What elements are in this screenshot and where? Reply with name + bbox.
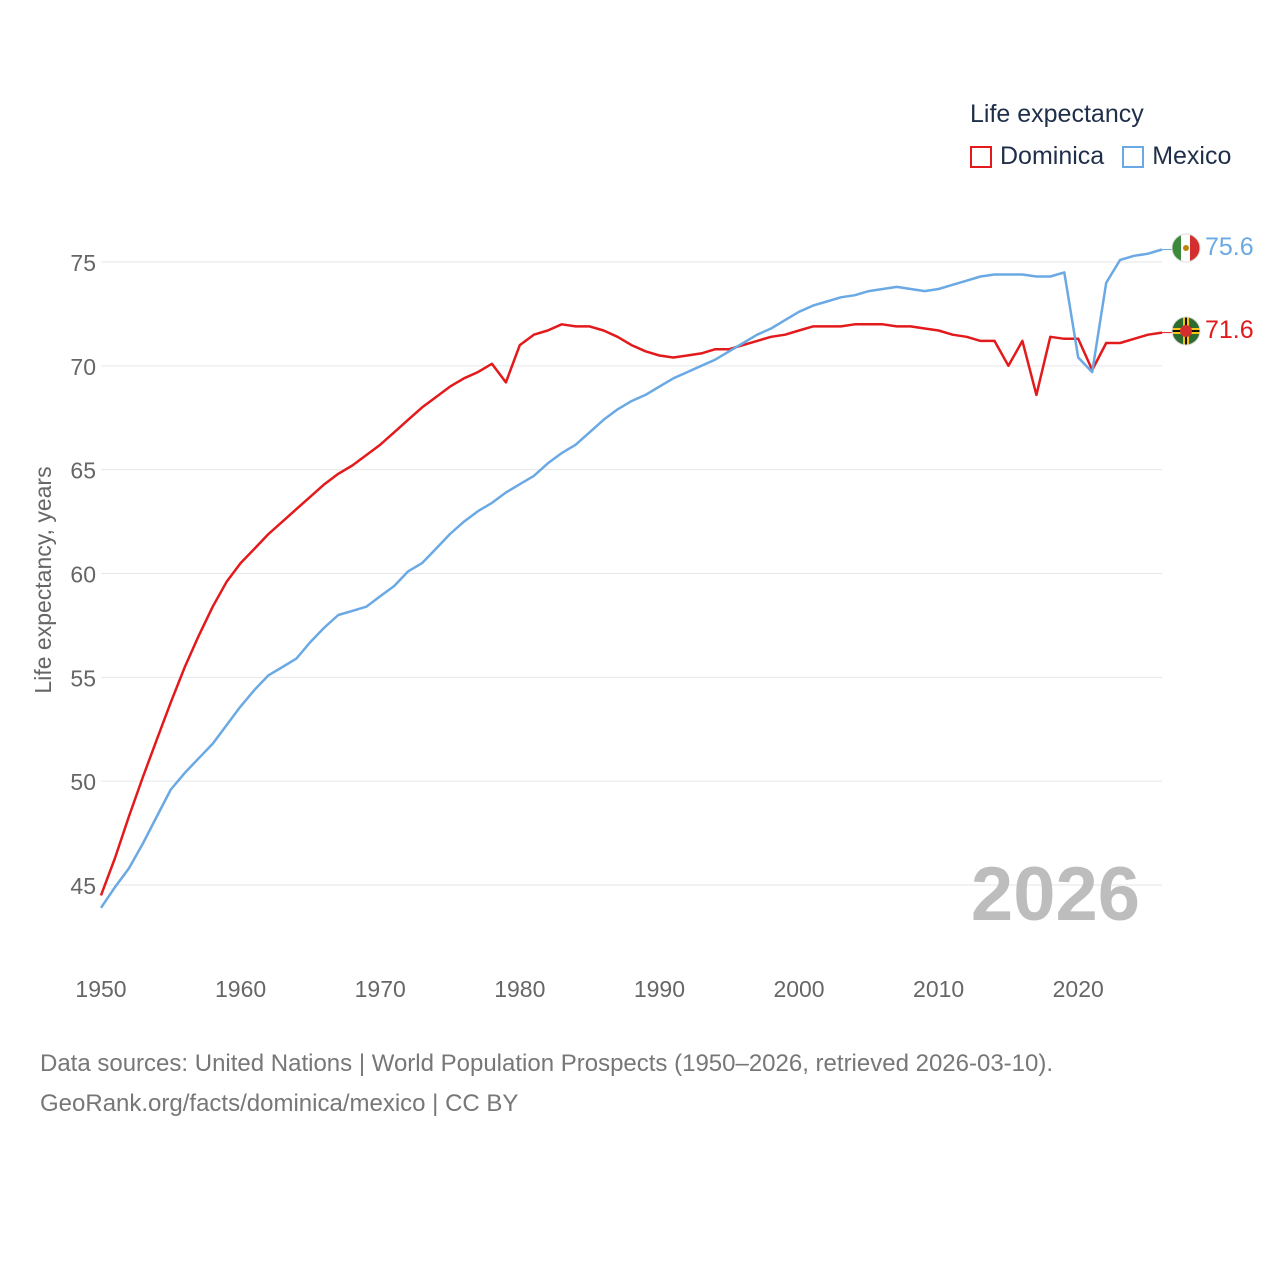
legend-swatch-dominica [970, 145, 992, 168]
y-axis-label: Life expectancy, years [30, 466, 56, 693]
x-tick-label: 2000 [773, 976, 824, 1002]
legend-label-dominica: Dominica [1000, 142, 1105, 170]
dominica-end-label: 71.6 [1205, 316, 1254, 344]
y-tick-label: 75 [70, 250, 96, 276]
y-tick-label: 65 [70, 458, 96, 484]
mexico-flag-icon [1172, 234, 1200, 262]
mexico-end-label: 75.6 [1205, 233, 1254, 261]
y-axis-ticks: 45 50 55 60 65 70 75 [70, 250, 96, 899]
legend-item-mexico[interactable]: Mexico [1122, 142, 1231, 171]
x-tick-label: 2010 [913, 976, 964, 1002]
legend-label-mexico: Mexico [1152, 142, 1232, 170]
x-tick-label: 1960 [215, 976, 266, 1002]
x-tick-label: 1950 [75, 976, 126, 1002]
x-tick-label: 1990 [634, 976, 685, 1002]
y-tick-label: 60 [70, 562, 96, 588]
dominica-flag-icon [1172, 317, 1200, 345]
x-tick-label: 2020 [1053, 976, 1104, 1002]
y-tick-label: 50 [70, 769, 96, 795]
series-layer [99, 248, 1172, 909]
footer-sources: Data sources: United Nations | World Pop… [40, 1050, 1054, 1077]
y-tick-label: 55 [70, 665, 96, 691]
y-tick-label: 70 [70, 354, 96, 380]
x-tick-label: 1980 [494, 976, 545, 1002]
footer-credit: GeoRank.org/facts/dominica/mexico | CC B… [40, 1090, 519, 1117]
gridlines [101, 261, 1162, 886]
legend-title: Life expectancy [970, 100, 1144, 128]
series-line-mexico [99, 248, 1163, 909]
x-tick-label: 1970 [355, 976, 406, 1002]
legend: Dominica Mexico [970, 142, 1249, 171]
year-watermark: 2026 [971, 852, 1140, 937]
legend-item-dominica[interactable]: Dominica [970, 142, 1104, 171]
legend-swatch-mexico [1122, 145, 1145, 168]
footer: Data sources: United Nations | World Pop… [40, 1044, 1053, 1124]
x-axis-ticks: 1950 1960 1970 1980 1990 2000 2010 2020 [75, 976, 1103, 1002]
y-tick-label: 45 [70, 873, 96, 899]
series-line-dominica [99, 323, 1163, 896]
